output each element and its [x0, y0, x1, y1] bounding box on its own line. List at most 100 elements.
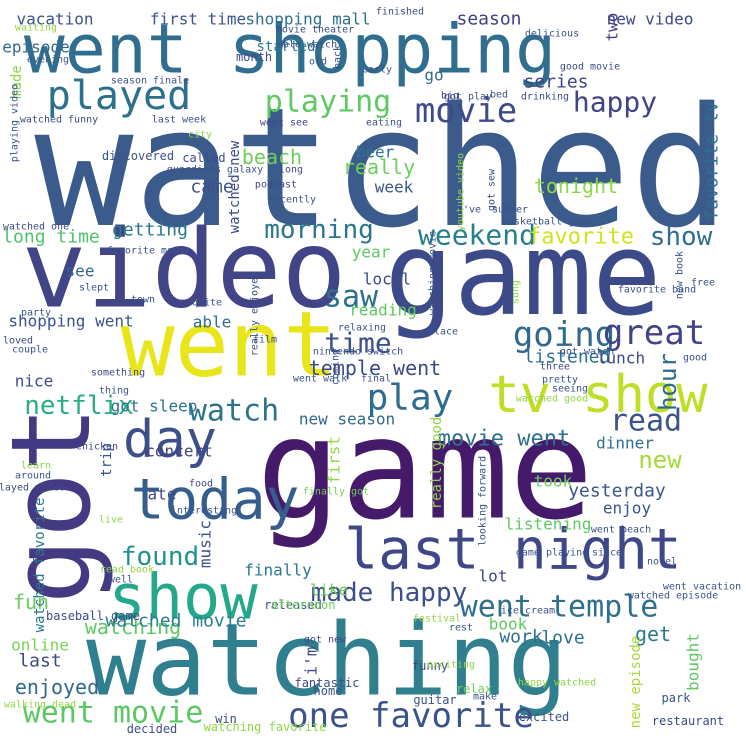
- cloud-word: make: [473, 692, 497, 703]
- cloud-word: made: [9, 65, 25, 99]
- cloud-word: listened: [524, 347, 611, 368]
- cloud-word: music: [196, 520, 215, 568]
- cloud-word: one favorite: [288, 696, 534, 736]
- cloud-word: new episode: [628, 636, 644, 729]
- cloud-word: i've: [457, 205, 481, 216]
- cloud-word: eating: [366, 118, 402, 129]
- cloud-word: discovered: [102, 149, 174, 163]
- cloud-word: seeing: [552, 384, 588, 395]
- cloud-word: last week: [152, 115, 206, 126]
- cloud-word: basketball game: [502, 217, 592, 228]
- cloud-word: thing: [99, 386, 129, 397]
- cloud-word: movie theater: [276, 25, 354, 36]
- cloud-word: tv show: [488, 365, 708, 425]
- cloud-word: watching: [85, 615, 181, 639]
- cloud-word: big: [441, 91, 459, 102]
- cloud-word: released: [264, 598, 322, 612]
- cloud-word: year: [352, 243, 391, 262]
- cloud-word: decided: [127, 722, 178, 736]
- cloud-word: waiting: [15, 23, 57, 34]
- cloud-word: finally got: [303, 487, 369, 498]
- cloud-word: tonight: [534, 174, 618, 198]
- cloud-word: new: [638, 446, 682, 474]
- cloud-word: slept: [79, 283, 109, 294]
- cloud-word: went: [121, 293, 338, 398]
- cloud-word: yesterday: [568, 481, 666, 502]
- cloud-word: watched funny: [20, 115, 98, 126]
- cloud-word: new season: [299, 410, 395, 429]
- cloud-word: work: [499, 627, 543, 648]
- cloud-word: movie: [415, 91, 517, 131]
- cloud-word: read: [610, 404, 682, 439]
- cloud-word: watched episode: [628, 591, 718, 602]
- cloud-word: took: [534, 472, 573, 491]
- cloud-word: able watch: [277, 40, 337, 51]
- cloud-word: favorite movie: [107, 246, 191, 257]
- cloud-word: got: [0, 406, 115, 605]
- cloud-word: learn: [21, 461, 51, 472]
- cloud-word: novel: [647, 557, 677, 568]
- cloud-word: got sew: [487, 168, 498, 211]
- cloud-word: new video: [607, 10, 694, 29]
- cloud-word: going: [513, 315, 615, 355]
- cloud-word: got new: [304, 635, 347, 646]
- cloud-word: finally: [244, 561, 312, 580]
- cloud-word: went movie: [23, 696, 204, 731]
- cloud-word: really: [343, 155, 415, 179]
- cloud-word: podcast: [255, 180, 297, 191]
- cloud-word: favorite tv: [702, 101, 723, 220]
- cloud-word: two: [603, 13, 622, 42]
- cloud-word: like: [310, 581, 349, 600]
- cloud-word: summer: [492, 205, 528, 216]
- cloud-word: excited: [519, 710, 570, 724]
- cloud-word: party: [21, 308, 51, 319]
- cloud-word: evening: [27, 55, 69, 66]
- cloud-word: three: [540, 362, 570, 373]
- cloud-word: get: [635, 622, 671, 646]
- cloud-word: festival: [413, 614, 461, 625]
- cloud-word: got sleep: [111, 397, 198, 416]
- cloud-word: film: [253, 335, 277, 346]
- cloud-word: last night: [344, 518, 681, 583]
- cloud-word: well: [109, 575, 133, 586]
- cloud-word: watching movie: [428, 231, 439, 315]
- cloud-word: great: [603, 313, 705, 353]
- cloud-word: season finale: [111, 76, 189, 87]
- cloud-word: watched good: [516, 394, 588, 405]
- cloud-word: watched: [34, 72, 729, 264]
- cloud-word: first time: [150, 10, 246, 29]
- cloud-word: loved: [3, 336, 33, 347]
- cloud-word: got play: [444, 92, 492, 103]
- cloud-word: episode: [2, 38, 69, 57]
- cloud-word: relaxing: [338, 323, 386, 334]
- cloud-word: dinner: [596, 434, 654, 453]
- cloud-word: exciting: [427, 660, 475, 671]
- cloud-word: food: [189, 479, 213, 490]
- cloud-word: went see: [260, 118, 308, 129]
- cloud-word: relax: [456, 682, 492, 696]
- cloud-word: played video: [0, 483, 65, 494]
- cloud-word: live: [99, 515, 123, 526]
- cloud-word: long time: [2, 227, 100, 248]
- cloud-word: online: [11, 636, 69, 655]
- cloud-word: hour: [654, 353, 682, 411]
- cloud-word: shopping mall: [245, 10, 370, 29]
- cloud-word: game playing: [516, 548, 588, 559]
- cloud-word: pretty: [542, 375, 578, 386]
- cloud-word: concert: [145, 442, 212, 461]
- cloud-word: game: [256, 389, 593, 552]
- cloud-word: go: [424, 66, 443, 85]
- cloud-word: came: [190, 177, 233, 198]
- cloud-word: went shopping: [24, 11, 556, 90]
- cloud-word: lot: [479, 567, 508, 586]
- cloud-word: series: [523, 72, 588, 93]
- cloud-word: watching: [86, 602, 568, 719]
- cloud-word: chicken: [76, 442, 118, 453]
- cloud-word: restaurant: [652, 714, 724, 728]
- cloud-word: book: [489, 615, 528, 634]
- cloud-word: something: [91, 368, 145, 379]
- cloud-word: watched new: [227, 140, 243, 233]
- cloud-word: win: [215, 712, 237, 726]
- cloud-word: time: [324, 327, 391, 360]
